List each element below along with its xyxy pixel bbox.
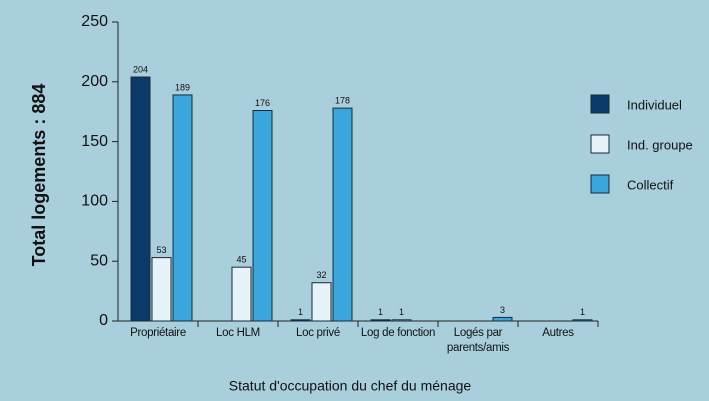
y-axis-title: Total logements : 884	[29, 84, 49, 267]
bar	[130, 76, 151, 322]
bar	[151, 257, 172, 322]
bar	[332, 107, 353, 322]
y-tick-label: 50	[90, 252, 108, 269]
bar	[290, 319, 311, 322]
bar	[252, 110, 273, 322]
y-tick-label: 150	[81, 133, 108, 150]
bar	[172, 94, 193, 322]
x-tick-label: Loc HLM	[216, 327, 260, 339]
x-tick-label: Log de fonction	[360, 327, 436, 339]
data-label: 53	[156, 245, 166, 255]
y-tick-label: 0	[99, 312, 108, 329]
y-tick-label: 100	[81, 193, 108, 210]
y-tick-label: 200	[81, 73, 108, 90]
x-tick-label: Logés par parents/amis	[446, 327, 510, 354]
bar	[492, 316, 513, 322]
data-label: 32	[316, 270, 326, 280]
legend-swatch	[590, 94, 610, 114]
bar	[231, 266, 252, 322]
x-tick-label: Autres	[542, 327, 574, 339]
data-label: 3	[500, 305, 505, 315]
data-label: 176	[255, 98, 270, 108]
legend-label: Ind. groupe	[627, 137, 693, 152]
x-tick-label: Propriétaire	[130, 327, 186, 339]
data-label: 178	[335, 95, 350, 105]
legend-swatch	[590, 134, 610, 154]
data-label: 1	[580, 307, 585, 317]
data-label: 189	[175, 82, 190, 92]
data-label: 1	[399, 307, 404, 317]
legend-label: Collectif	[627, 177, 674, 192]
bar	[391, 319, 412, 322]
bar	[311, 282, 332, 322]
data-label: 1	[378, 307, 383, 317]
data-label: 204	[133, 64, 148, 74]
x-tick-label: Loc privé	[296, 327, 340, 339]
bar	[572, 319, 593, 322]
bar	[370, 319, 391, 322]
y-tick-label: 250	[81, 13, 108, 30]
data-label: 45	[236, 255, 246, 265]
legend-swatch	[590, 174, 610, 194]
data-label: 1	[298, 307, 303, 317]
legend-label: Individuel	[627, 97, 682, 112]
x-axis-title: Statut d'occupation du chef du ménage	[229, 378, 472, 394]
